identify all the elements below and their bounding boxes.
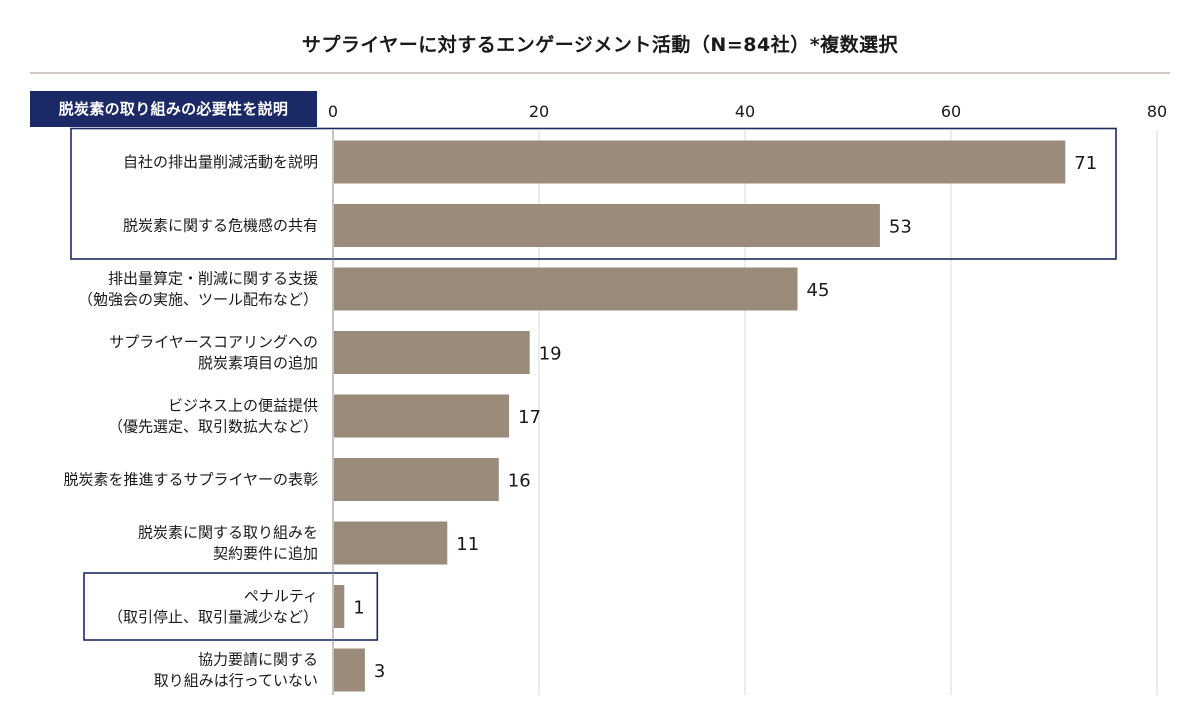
value-label: 71 (1074, 153, 1097, 174)
value-label: 17 (518, 407, 541, 428)
section-badge: 脱炭素の取り組みの必要性を説明 (30, 91, 317, 127)
value-label: 1 (353, 598, 364, 619)
chart-title: サプライヤーに対するエンゲージメント活動（N=84社）*複数選択 (301, 34, 899, 56)
value-label: 3 (374, 661, 385, 682)
x-axis-ticks: 0 20 40 60 80 (328, 102, 1167, 121)
category-label: （優先選定、取引数拡大など） (108, 418, 318, 436)
category-label: 脱炭素に関する取り組みを (138, 524, 318, 542)
bar (334, 521, 448, 565)
x-tick-label: 60 (941, 102, 961, 121)
value-label: 16 (508, 471, 531, 492)
category-label: 取り組みは行っていない (154, 672, 318, 690)
highlight-box (70, 127, 1117, 260)
value-label: 19 (539, 344, 562, 365)
bar (334, 204, 880, 247)
x-tick-label: 40 (735, 102, 755, 121)
category-label: 脱炭素を推進するサプライヤーの表彰 (63, 471, 318, 489)
title-divider (30, 72, 1170, 74)
category-label: 契約要件に追加 (213, 545, 318, 563)
category-labels: 自社の排出量削減活動を説明脱炭素に関する危機感の共有排出量算定・削減に関する支援… (63, 153, 318, 690)
highlight-box (83, 572, 379, 641)
bar (334, 267, 798, 311)
category-label: 脱炭素項目の追加 (198, 354, 318, 372)
bar (334, 331, 530, 374)
x-tick-label: 20 (529, 102, 549, 121)
category-label: ビジネス上の便益提供 (168, 397, 318, 415)
bar (334, 458, 499, 501)
bar (334, 648, 365, 692)
category-label: サプライヤースコアリングへの (109, 333, 318, 351)
category-label: ペナルティ (244, 587, 318, 605)
category-label: （取引停止、取引量減少など） (108, 608, 318, 626)
bar (334, 140, 1066, 184)
x-tick-label: 80 (1147, 102, 1167, 121)
category-label: 脱炭素に関する危機感の共有 (123, 217, 318, 235)
highlight-boxes (70, 127, 1117, 641)
category-label: （勉強会の実施、ツール配布など） (78, 291, 318, 309)
category-label: 自社の排出量削減活動を説明 (123, 153, 318, 171)
category-label: 排出量算定・削減に関する支援 (108, 270, 318, 288)
bar (334, 394, 510, 438)
category-label: 協力要請に関する (198, 651, 318, 669)
value-label: 11 (456, 534, 479, 555)
bar (334, 585, 345, 628)
x-tick-label: 0 (328, 102, 338, 121)
value-label: 53 (889, 217, 912, 238)
bars (334, 140, 1066, 692)
value-label: 45 (807, 280, 830, 301)
